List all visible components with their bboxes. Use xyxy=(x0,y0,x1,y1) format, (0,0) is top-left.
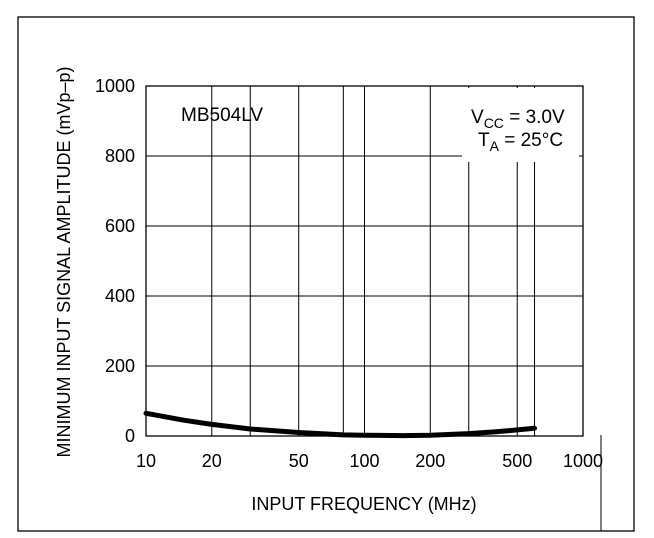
device-label: MB504LV xyxy=(181,105,263,126)
y-tick-label: 800 xyxy=(105,146,135,166)
x-axis-label: INPUT FREQUENCY (MHz) xyxy=(251,494,476,514)
y-axis-label: MINIMUM INPUT SIGNAL AMPLITUDE (mVp–p) xyxy=(54,66,74,457)
x-tick-label: 100 xyxy=(349,451,379,471)
series-line xyxy=(143,410,537,439)
x-tick-label: 500 xyxy=(502,451,532,471)
x-tick-label: 20 xyxy=(202,451,222,471)
y-tick-label: 600 xyxy=(105,216,135,236)
ta-label: TA = 25°C xyxy=(478,130,563,154)
y-tick-label: 1000 xyxy=(95,76,135,96)
x-tick-label: 200 xyxy=(415,451,445,471)
condition-box xyxy=(462,88,579,162)
tick-labels: 10 20 50 100 200 500 1000 0 200 400 600 800 1000 xyxy=(95,76,603,471)
x-tick-label: 1000 xyxy=(563,451,603,471)
vcc-label: VCC = 3.0V xyxy=(471,107,565,131)
y-tick-label: 400 xyxy=(105,286,135,306)
y-tick-label: 200 xyxy=(105,356,135,376)
y-tick-label: 0 xyxy=(125,426,135,446)
x-tick-label: 10 xyxy=(136,451,156,471)
x-tick-label: 50 xyxy=(289,451,309,471)
